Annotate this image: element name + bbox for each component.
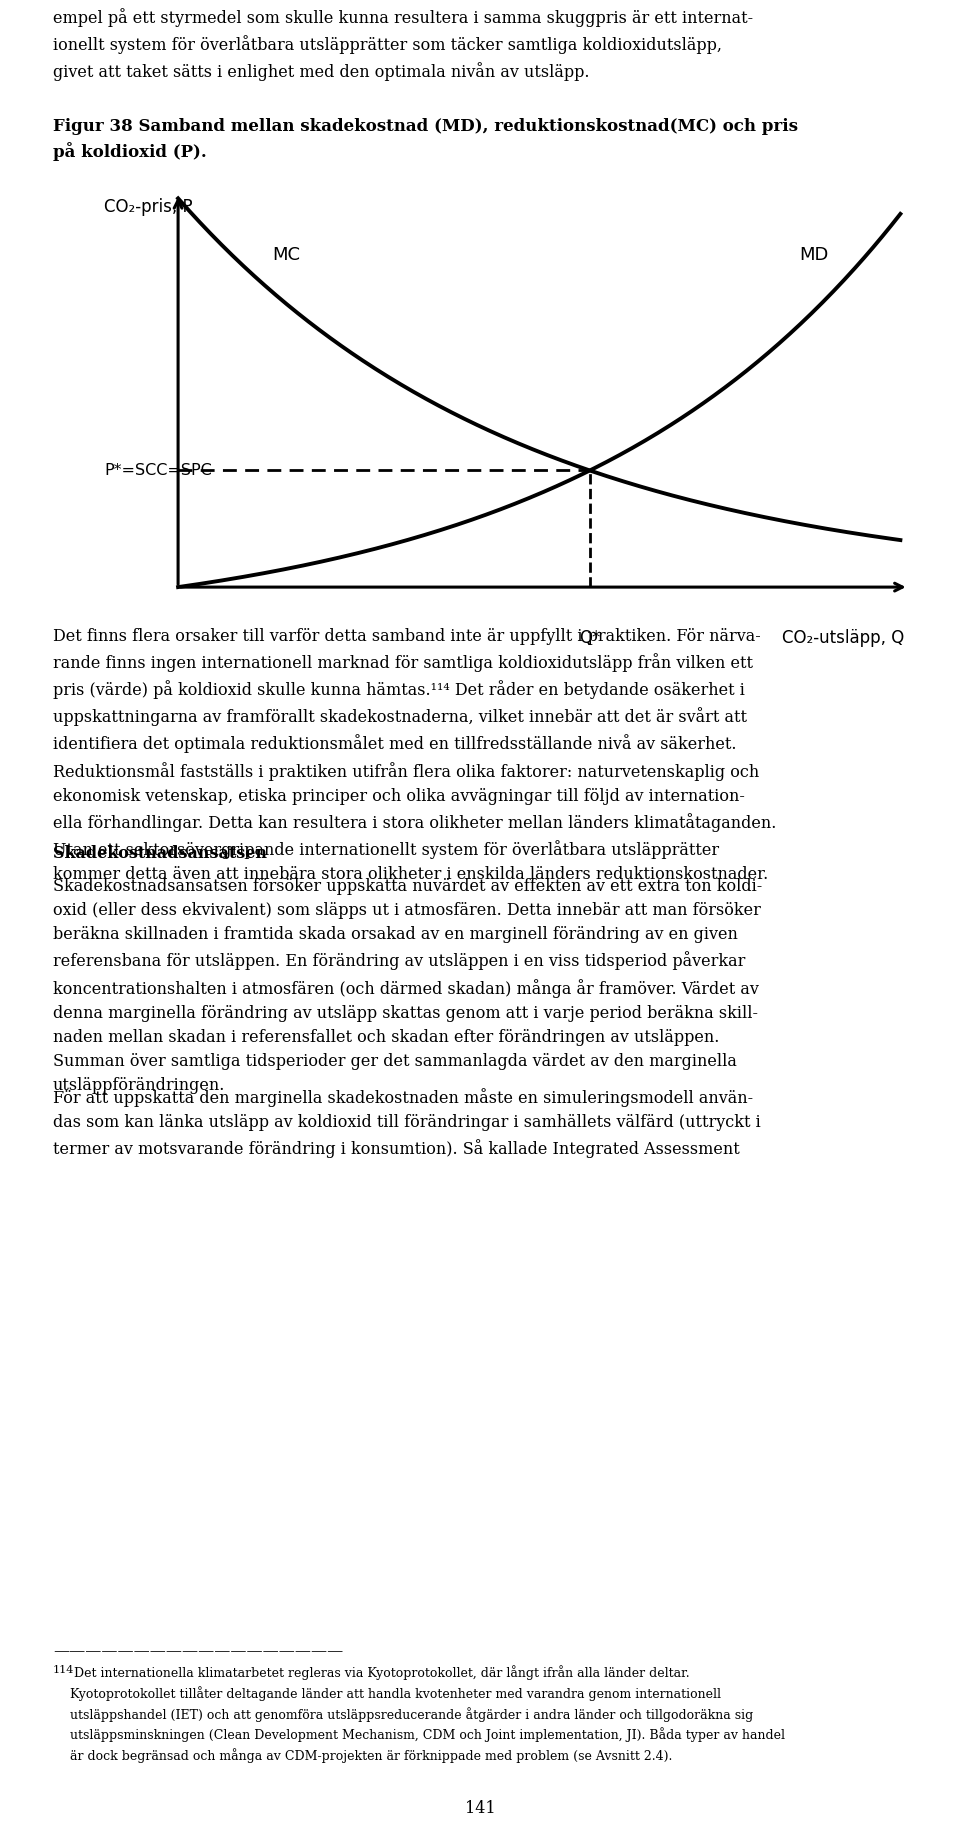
Text: empel på ett styrmedel som skulle kunna resultera i samma skuggpris är ett inter: empel på ett styrmedel som skulle kunna … [53, 7, 753, 80]
Text: Det internationella klimatarbetet regleras via Kyotoprotokollet, där långt ifrån: Det internationella klimatarbetet regler… [70, 1664, 785, 1763]
Text: CO₂-utsläpp, Q: CO₂-utsläpp, Q [782, 630, 904, 646]
Text: Skadekostnadsansatsen: Skadekostnadsansatsen [53, 845, 267, 861]
Text: MD: MD [800, 246, 828, 265]
Text: För att uppskatta den marginella skadekostnaden måste en simuleringsmodell använ: För att uppskatta den marginella skadeko… [53, 1088, 760, 1159]
Text: ——————————————————: —————————————————— [53, 1642, 343, 1661]
Text: 141: 141 [465, 1799, 495, 1818]
Text: MC: MC [272, 246, 300, 265]
Text: 114: 114 [53, 1664, 74, 1675]
Text: Det finns flera orsaker till varför detta samband inte är uppfyllt i praktiken. : Det finns flera orsaker till varför dett… [53, 628, 777, 883]
Text: Q*: Q* [579, 630, 601, 646]
Text: Skadekostnadsansatsen försöker uppskatta nuvärdet av effekten av ett extra ton k: Skadekostnadsansatsen försöker uppskatta… [53, 878, 762, 1095]
Text: Figur 38 Samband mellan skadekostnad (MD), reduktionskostnad(MC) och pris
på kol: Figur 38 Samband mellan skadekostnad (MD… [53, 119, 798, 161]
Text: P*=SCC=SPC: P*=SCC=SPC [105, 464, 212, 478]
Text: CO₂-pris, P: CO₂-pris, P [105, 199, 193, 217]
